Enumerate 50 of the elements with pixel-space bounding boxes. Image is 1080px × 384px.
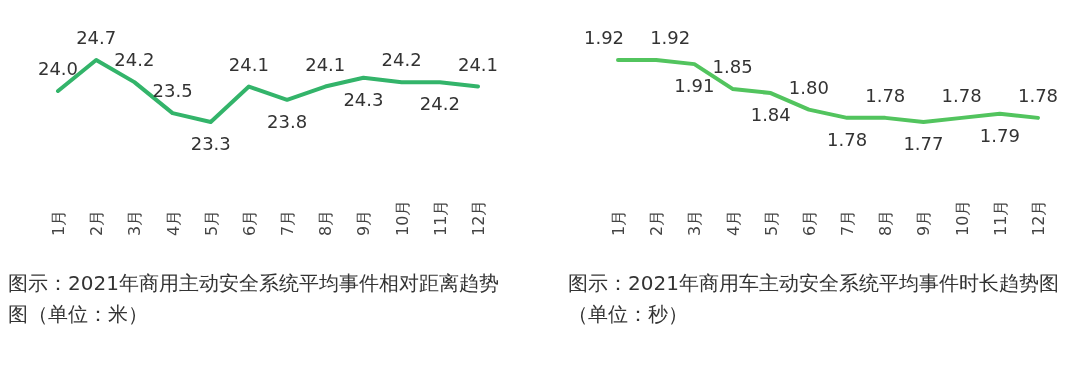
x-tick-label: 12月	[469, 199, 488, 236]
data-label: 24.3	[343, 88, 384, 110]
data-label: 1.84	[750, 104, 791, 126]
x-tick-label: 1月	[609, 209, 628, 236]
data-label: 1.78	[827, 128, 868, 150]
data-label: 24.2	[419, 93, 460, 115]
x-tick-label: 3月	[125, 209, 145, 236]
data-label: 23.8	[267, 110, 308, 132]
data-label: 1.78	[865, 84, 906, 106]
x-tick-label: 10月	[392, 199, 412, 236]
x-tick-label: 3月	[685, 209, 705, 236]
data-label: 1.92	[583, 27, 625, 48]
data-label: 24.2	[381, 49, 422, 71]
x-tick-label: 10月	[952, 199, 972, 236]
x-tick-label: 9月	[914, 209, 934, 236]
data-label: 1.91	[674, 75, 715, 97]
x-tick-label: 6月	[799, 209, 819, 236]
x-tick-label: 11月	[990, 199, 1010, 236]
data-label: 1.85	[712, 55, 753, 77]
data-label: 24.0	[37, 58, 79, 79]
data-label: 1.80	[788, 76, 829, 98]
text: 图示：2021年商用主动安全系统平均事件相对距离趋势图（单位：米）	[8, 270, 500, 328]
x-tick-label: 7月	[838, 209, 858, 236]
x-tick-label: 9月	[354, 209, 374, 236]
x-tick-label: 11月	[430, 199, 450, 236]
data-label: 1.78	[941, 84, 982, 106]
x-tick-label: 8月	[876, 209, 896, 236]
data-label: 24.1	[305, 53, 346, 75]
data-label: 1.79	[979, 124, 1020, 146]
x-tick-label: 2月	[87, 209, 107, 236]
text: 图示：2021年商用车主动安全系统平均事件时长趋势图（单位：秒）	[568, 270, 1060, 328]
x-tick-label: 1月	[49, 209, 68, 236]
data-label: 23.3	[190, 133, 231, 154]
x-tick-label: 12月	[1029, 199, 1048, 236]
data-label: 23.5	[152, 80, 193, 102]
x-tick-label: 5月	[761, 209, 781, 236]
x-tick-label: 8月	[316, 209, 336, 236]
x-tick-label: 6月	[239, 209, 259, 236]
x-tick-label: 4月	[723, 209, 743, 236]
data-label: 24.1	[457, 53, 499, 75]
data-label: 24.7	[76, 27, 117, 48]
data-label: 1.77	[903, 133, 944, 154]
x-tick-label: 7月	[278, 209, 298, 236]
data-label: 1.78	[1017, 84, 1059, 106]
data-label: 24.2	[114, 49, 155, 71]
data-label: 24.1	[228, 53, 269, 75]
x-tick-label: 4月	[163, 209, 183, 236]
data-label: 1.92	[650, 27, 691, 48]
x-tick-label: 5月	[201, 209, 221, 236]
x-tick-label: 2月	[647, 209, 667, 236]
